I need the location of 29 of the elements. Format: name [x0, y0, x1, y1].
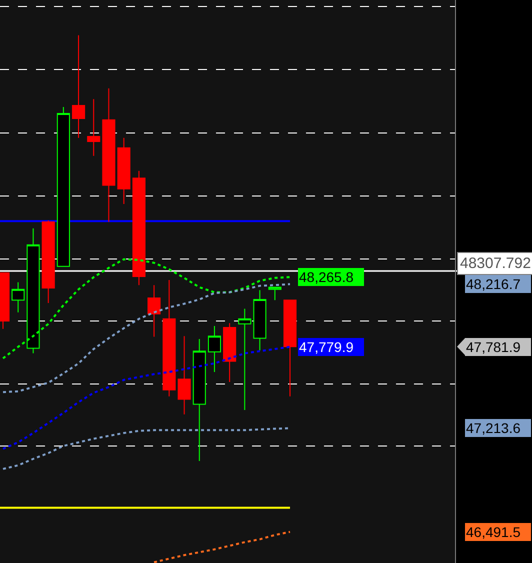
- y-tick-label: 47,213.6: [466, 420, 521, 436]
- candlestick: [283, 300, 297, 397]
- candlestick: [12, 282, 25, 313]
- data-label: 47,779.9: [299, 339, 354, 355]
- y-tick-label: 46,491.5: [466, 524, 521, 540]
- line-series: [2, 427, 291, 470]
- candlestick: [132, 170, 146, 286]
- line-series: [2, 283, 291, 394]
- candlestick: [238, 308, 252, 411]
- candlestick: [208, 326, 222, 372]
- y-tick-label: 48,216.7: [466, 276, 521, 292]
- candlestick: [102, 88, 116, 222]
- candlestick: [268, 286, 282, 301]
- ref-line-label: 48307.792: [460, 255, 531, 272]
- data-label: 48,265.8: [299, 269, 354, 285]
- candlestick: [42, 220, 55, 304]
- candlestick: [72, 34, 86, 138]
- candlestick: [117, 137, 130, 204]
- line-series: [2, 346, 291, 450]
- candlestick: [192, 338, 206, 462]
- candlestick: [253, 290, 266, 351]
- candlestick: [148, 284, 161, 338]
- candlestick: [223, 322, 236, 383]
- line-series: [153, 530, 291, 563]
- y-tick-label: 47,781.9: [466, 339, 521, 355]
- candlestick: [178, 336, 191, 415]
- candlestick: [162, 280, 176, 397]
- candlestick: [87, 98, 100, 156]
- candlestick: [56, 106, 70, 267]
